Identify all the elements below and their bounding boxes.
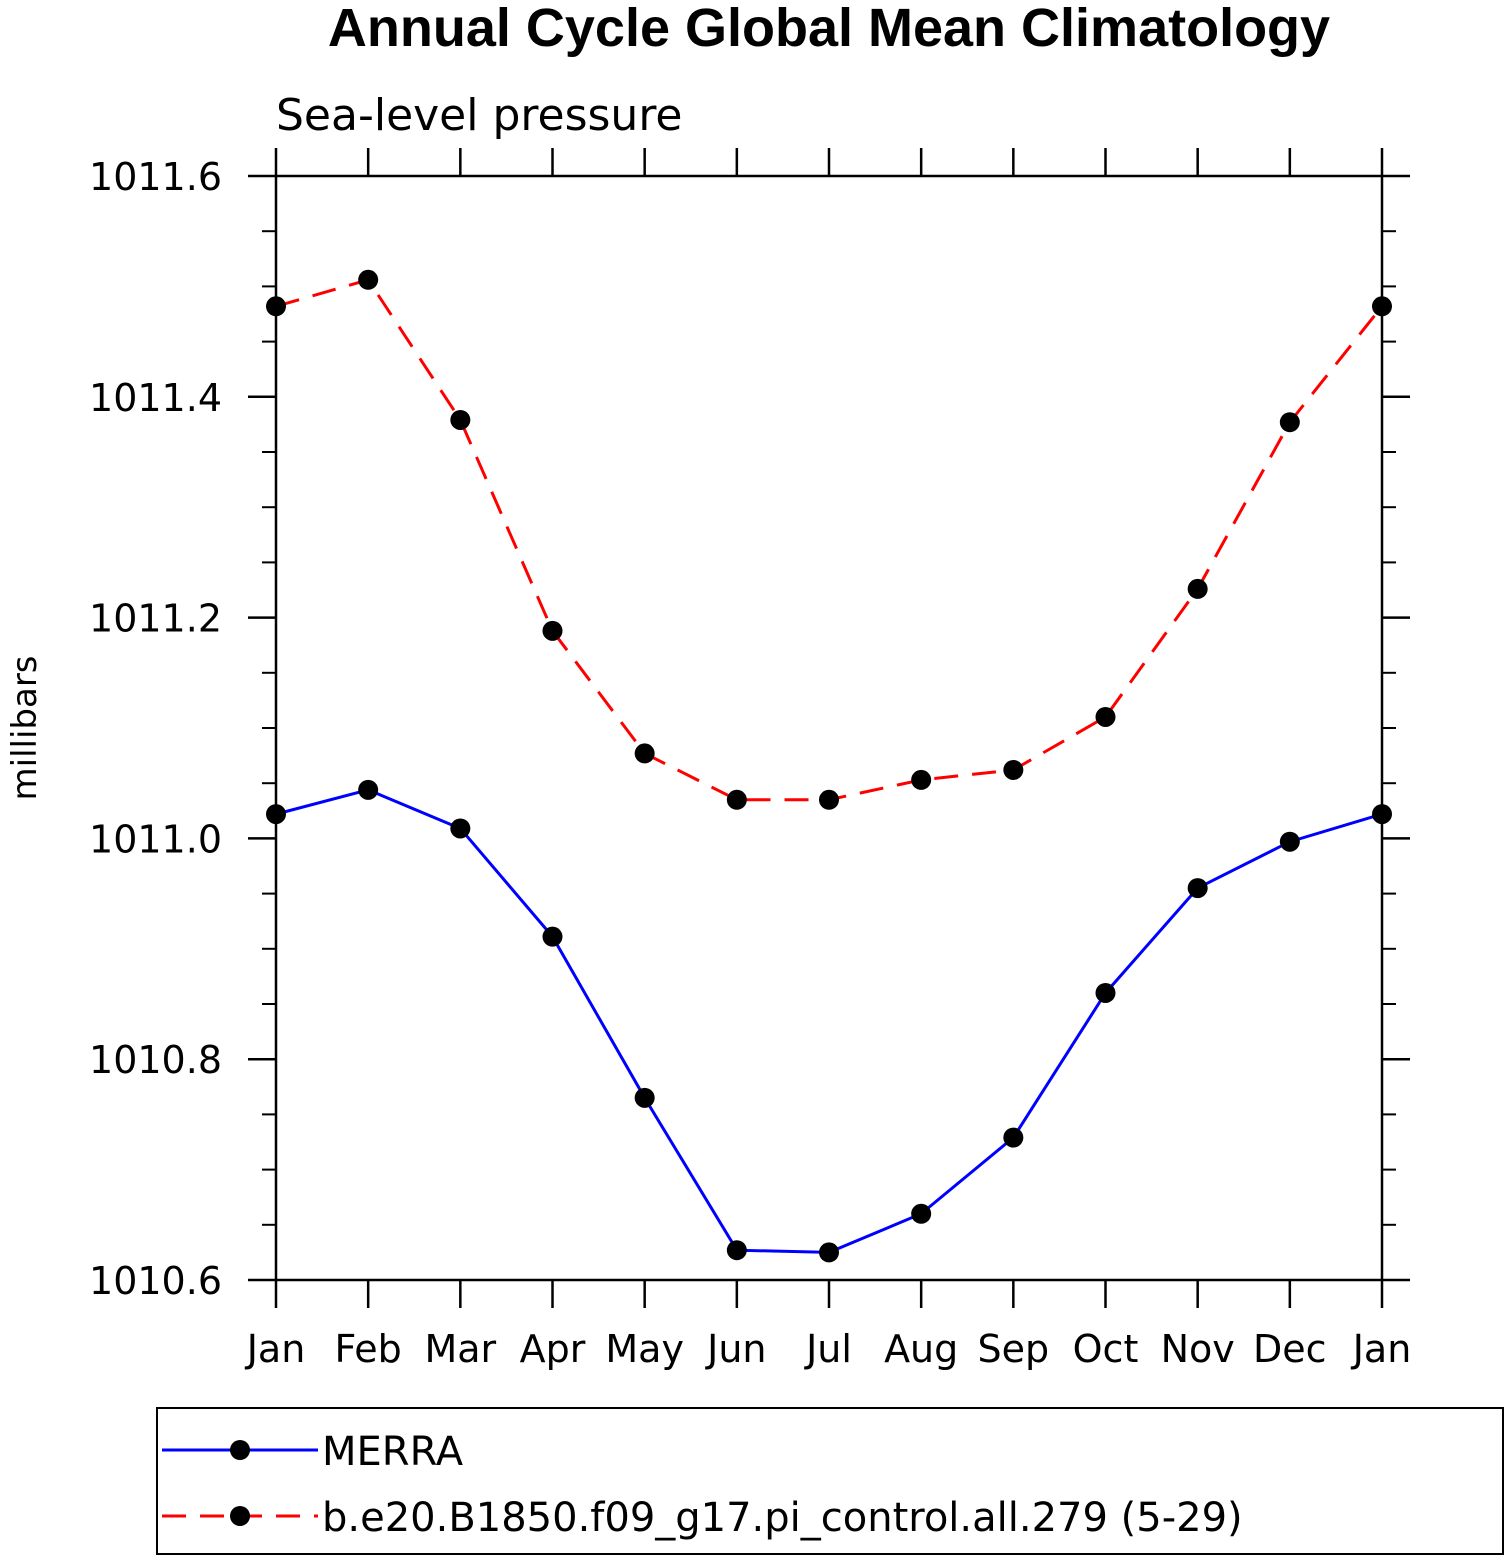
x-tick-label: Apr (520, 1327, 586, 1371)
data-point (634, 1087, 655, 1108)
data-point (1279, 412, 1300, 433)
data-point (911, 769, 932, 790)
x-tick-label: Jan (1351, 1327, 1412, 1371)
data-point (450, 409, 471, 430)
data-point (1372, 804, 1392, 825)
x-tick-label: Sep (978, 1327, 1050, 1371)
data-point (1187, 878, 1208, 899)
data-point (819, 789, 839, 810)
data-point (358, 779, 379, 800)
data-point (358, 269, 379, 290)
x-tick-label: Oct (1073, 1327, 1139, 1371)
data-point (1372, 296, 1392, 317)
x-tick-label: Jul (804, 1327, 852, 1371)
y-tick-label: 1010.8 (89, 1038, 222, 1082)
legend-label: MERRA (322, 1429, 464, 1475)
x-tick-label: Feb (335, 1327, 402, 1371)
x-tick-label: May (605, 1327, 684, 1371)
axes: Jan Feb Mar Apr May Jun Jul Aug Sep Oct Nov Dec Jan 1… (89, 148, 1411, 1371)
legend: MERRA b.e20.B1850.f09_g17.pi_control.all.… (156, 1407, 1504, 1555)
data-point (1187, 578, 1208, 599)
x-tick-label: Jan (245, 1327, 306, 1371)
series-line (275, 278, 1384, 802)
y-axis-label: millibars (5, 655, 45, 800)
series-line (275, 788, 1383, 1254)
x-tick-label: Dec (1253, 1327, 1327, 1371)
legend-box (156, 1407, 1504, 1555)
chart-title: Annual Cycle Global Mean Climatology (328, 0, 1330, 58)
data-point (1003, 759, 1024, 780)
y-tick-label: 1011.2 (89, 597, 222, 641)
data-point (634, 743, 655, 764)
data-point (911, 1203, 932, 1224)
data-point (1003, 1127, 1024, 1148)
data-point (450, 818, 471, 839)
data-point (819, 1242, 839, 1263)
y-tick-label: 1010.6 (89, 1259, 222, 1303)
data-point (266, 296, 286, 317)
legend-label: b.e20.B1850.f09_g17.pi_control.all.279 (… (322, 1495, 1243, 1541)
data-point (266, 804, 286, 825)
legend-marker (230, 1506, 250, 1526)
x-tick-label: Nov (1161, 1327, 1235, 1371)
data-point (1095, 982, 1116, 1003)
y-tick-label: 1011.6 (89, 155, 222, 199)
data-point (1279, 831, 1300, 852)
series-1 (266, 779, 1392, 1263)
legend-marker (230, 1440, 250, 1460)
series-2 (266, 269, 1392, 810)
data-point (726, 1240, 747, 1261)
legend-entries: MERRA b.e20.B1850.f09_g17.pi_control.all.… (162, 1429, 1243, 1541)
y-tick-label: 1011.4 (89, 376, 222, 420)
legend-entry-1: MERRA (162, 1429, 464, 1475)
data-point (1095, 706, 1116, 727)
y-tick-label: 1011.0 (89, 817, 222, 861)
x-tick-label: Aug (884, 1327, 958, 1371)
data-point (726, 789, 747, 810)
plot-frame (274, 174, 1384, 1282)
legend-entry-2: b.e20.B1850.f09_g17.pi_control.all.279 (… (162, 1495, 1243, 1541)
x-tick-label: Mar (424, 1327, 496, 1371)
x-tick-label: Jun (705, 1327, 766, 1371)
series-layer (266, 269, 1392, 1263)
data-point (542, 926, 563, 947)
data-point (542, 620, 563, 641)
chart-subtitle: Sea-level pressure (276, 90, 683, 141)
